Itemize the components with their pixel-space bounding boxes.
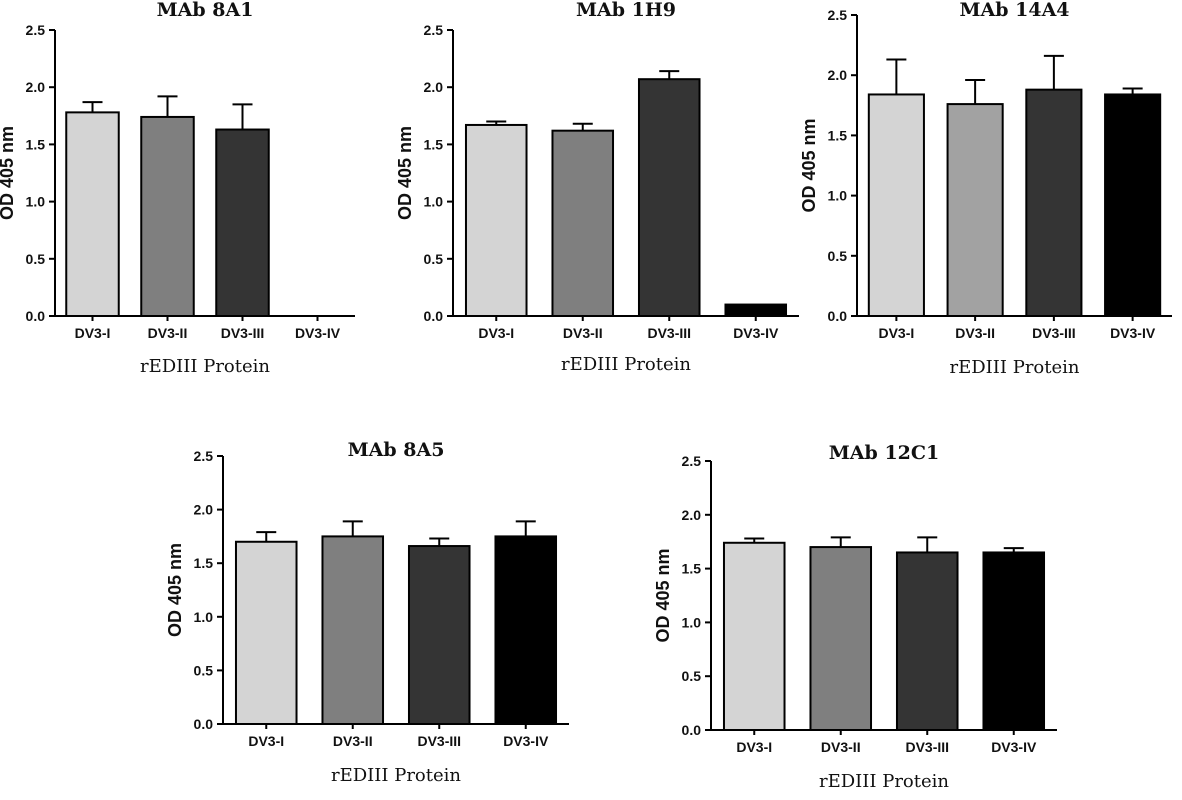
bar-dv3-i bbox=[867, 93, 925, 317]
x-tick-label: DV3-II bbox=[563, 325, 603, 341]
y-tick-label: 0.0 bbox=[26, 308, 46, 324]
y-axis-label: OD 405 nm bbox=[0, 126, 17, 220]
chart-panel-5: MAb 12C1 0.0 0.5 1.0 1.5 2.0 2.5 OD 405 nm DV3-I… bbox=[653, 442, 1057, 792]
y-tick-label: 2.0 bbox=[26, 79, 46, 95]
y-tick-label: 2.0 bbox=[682, 507, 702, 523]
bar-dv3-i bbox=[234, 540, 298, 726]
y-tick-label: 2.5 bbox=[194, 448, 214, 464]
chart-title: MAb 12C1 bbox=[829, 442, 939, 464]
bar-dv3-i bbox=[722, 541, 786, 731]
y-tick-label: 0.0 bbox=[682, 722, 702, 738]
x-tick-label: DV3-III bbox=[905, 739, 949, 755]
y-tick-label: 0.5 bbox=[26, 251, 46, 267]
bar-dv3-iii bbox=[407, 545, 471, 725]
x-tick-label: DV3-IV bbox=[503, 733, 549, 749]
x-axis-label: rEDIII Protein bbox=[331, 765, 461, 786]
x-tick-label: DV3-IV bbox=[1110, 325, 1156, 341]
y-tick-label: 2.5 bbox=[26, 22, 46, 38]
y-tick-label: 0.0 bbox=[828, 308, 848, 324]
bar-dv3-ii bbox=[809, 546, 873, 732]
chart-title: MAb 8A5 bbox=[348, 439, 445, 461]
x-tick-label: DV3-II bbox=[955, 325, 995, 341]
x-tick-label: DV3-II bbox=[148, 325, 188, 341]
y-tick-label: 0.5 bbox=[194, 662, 214, 678]
y-axis-label: OD 405 nm bbox=[799, 118, 819, 212]
bar-dv3-i bbox=[464, 123, 528, 318]
bar-dv3-iii bbox=[1025, 88, 1083, 318]
x-axis-label: rEDIII Protein bbox=[949, 357, 1079, 378]
y-tick-label: 2.5 bbox=[682, 453, 702, 469]
y-axis-label: OD 405 nm bbox=[653, 548, 673, 642]
x-axis-label: rEDIII Protein bbox=[561, 354, 691, 375]
y-tick-label: 1.0 bbox=[682, 614, 702, 630]
bar-dv3-ii bbox=[946, 103, 1004, 318]
x-tick-label: DV3-II bbox=[333, 733, 373, 749]
x-tick-label: DV3-IV bbox=[733, 325, 779, 341]
bar-dv3-iv bbox=[1104, 93, 1162, 317]
y-tick-label: 1.0 bbox=[828, 188, 848, 204]
y-tick-label: 0.0 bbox=[194, 716, 214, 732]
y-tick-label: 0.5 bbox=[828, 248, 848, 264]
chart-panel-3: MAb 14A4 0.0 0.5 1.0 1.5 2.0 2.5 OD 405 nm DV3-I… bbox=[799, 0, 1172, 378]
x-tick-label: DV3-I bbox=[478, 325, 514, 341]
bar-dv3-i bbox=[65, 111, 120, 317]
y-tick-label: 2.0 bbox=[424, 79, 444, 95]
chart-panel-2: MAb 1H9 0.0 0.5 1.0 1.5 2.0 2.5 OD 405 nm DV3-I D… bbox=[395, 0, 799, 375]
x-tick-label: DV3-IV bbox=[295, 325, 341, 341]
y-tick-label: 1.5 bbox=[828, 127, 848, 143]
chart-title: MAb 1H9 bbox=[576, 0, 676, 21]
y-tick-label: 1.0 bbox=[424, 194, 444, 210]
bar-dv3-iii bbox=[637, 78, 701, 317]
y-tick-label: 0.0 bbox=[424, 308, 444, 324]
x-tick-label: DV3-I bbox=[75, 325, 111, 341]
y-tick-label: 0.5 bbox=[424, 251, 444, 267]
bar-dv3-iv bbox=[494, 535, 558, 726]
y-tick-label: 1.5 bbox=[194, 555, 214, 571]
y-tick-label: 2.5 bbox=[424, 22, 444, 38]
x-axis-label: rEDIII Protein bbox=[819, 771, 949, 792]
bar-dv3-ii bbox=[321, 535, 385, 726]
y-tick-label: 0.5 bbox=[682, 668, 702, 684]
x-tick-label: DV3-I bbox=[736, 739, 772, 755]
x-tick-label: DV3-III bbox=[417, 733, 461, 749]
x-tick-label: DV3-III bbox=[221, 325, 265, 341]
x-tick-label: DV3-III bbox=[1032, 325, 1076, 341]
y-axis-label: OD 405 nm bbox=[165, 543, 185, 637]
bar-dv3-ii bbox=[551, 129, 615, 317]
y-tick-label: 2.5 bbox=[828, 7, 848, 23]
chart-title: MAb 14A4 bbox=[959, 0, 1069, 21]
x-tick-label: DV3-I bbox=[248, 733, 284, 749]
y-tick-label: 2.0 bbox=[828, 67, 848, 83]
y-axis-label: OD 405 nm bbox=[395, 126, 415, 220]
x-tick-label: DV3-IV bbox=[991, 739, 1037, 755]
y-tick-label: 1.0 bbox=[194, 609, 214, 625]
y-tick-label: 1.5 bbox=[424, 136, 444, 152]
chart-title: MAb 8A1 bbox=[157, 0, 254, 21]
x-tick-label: DV3-II bbox=[821, 739, 861, 755]
chart-panel-1: MAb 8A1 0.0 0.5 1.0 1.5 2.0 2.5 OD 405 nm DV3-I D… bbox=[0, 0, 355, 377]
bar-dv3-iii bbox=[895, 551, 959, 732]
x-axis-label: rEDIII Protein bbox=[140, 356, 270, 377]
y-tick-label: 1.5 bbox=[26, 136, 46, 152]
bar-dv3-iii bbox=[215, 128, 270, 317]
y-tick-label: 1.0 bbox=[26, 194, 46, 210]
x-tick-label: DV3-III bbox=[647, 325, 691, 341]
chart-panel-4: MAb 8A5 0.0 0.5 1.0 1.5 2.0 2.5 OD 405 nm DV3-I D… bbox=[165, 439, 569, 786]
y-tick-label: 1.5 bbox=[682, 561, 702, 577]
bar-dv3-iv bbox=[724, 303, 788, 317]
bar-dv3-ii bbox=[140, 115, 195, 317]
x-tick-label: DV3-I bbox=[878, 325, 914, 341]
y-tick-label: 2.0 bbox=[194, 502, 214, 518]
bar-dv3-iv bbox=[982, 551, 1046, 732]
